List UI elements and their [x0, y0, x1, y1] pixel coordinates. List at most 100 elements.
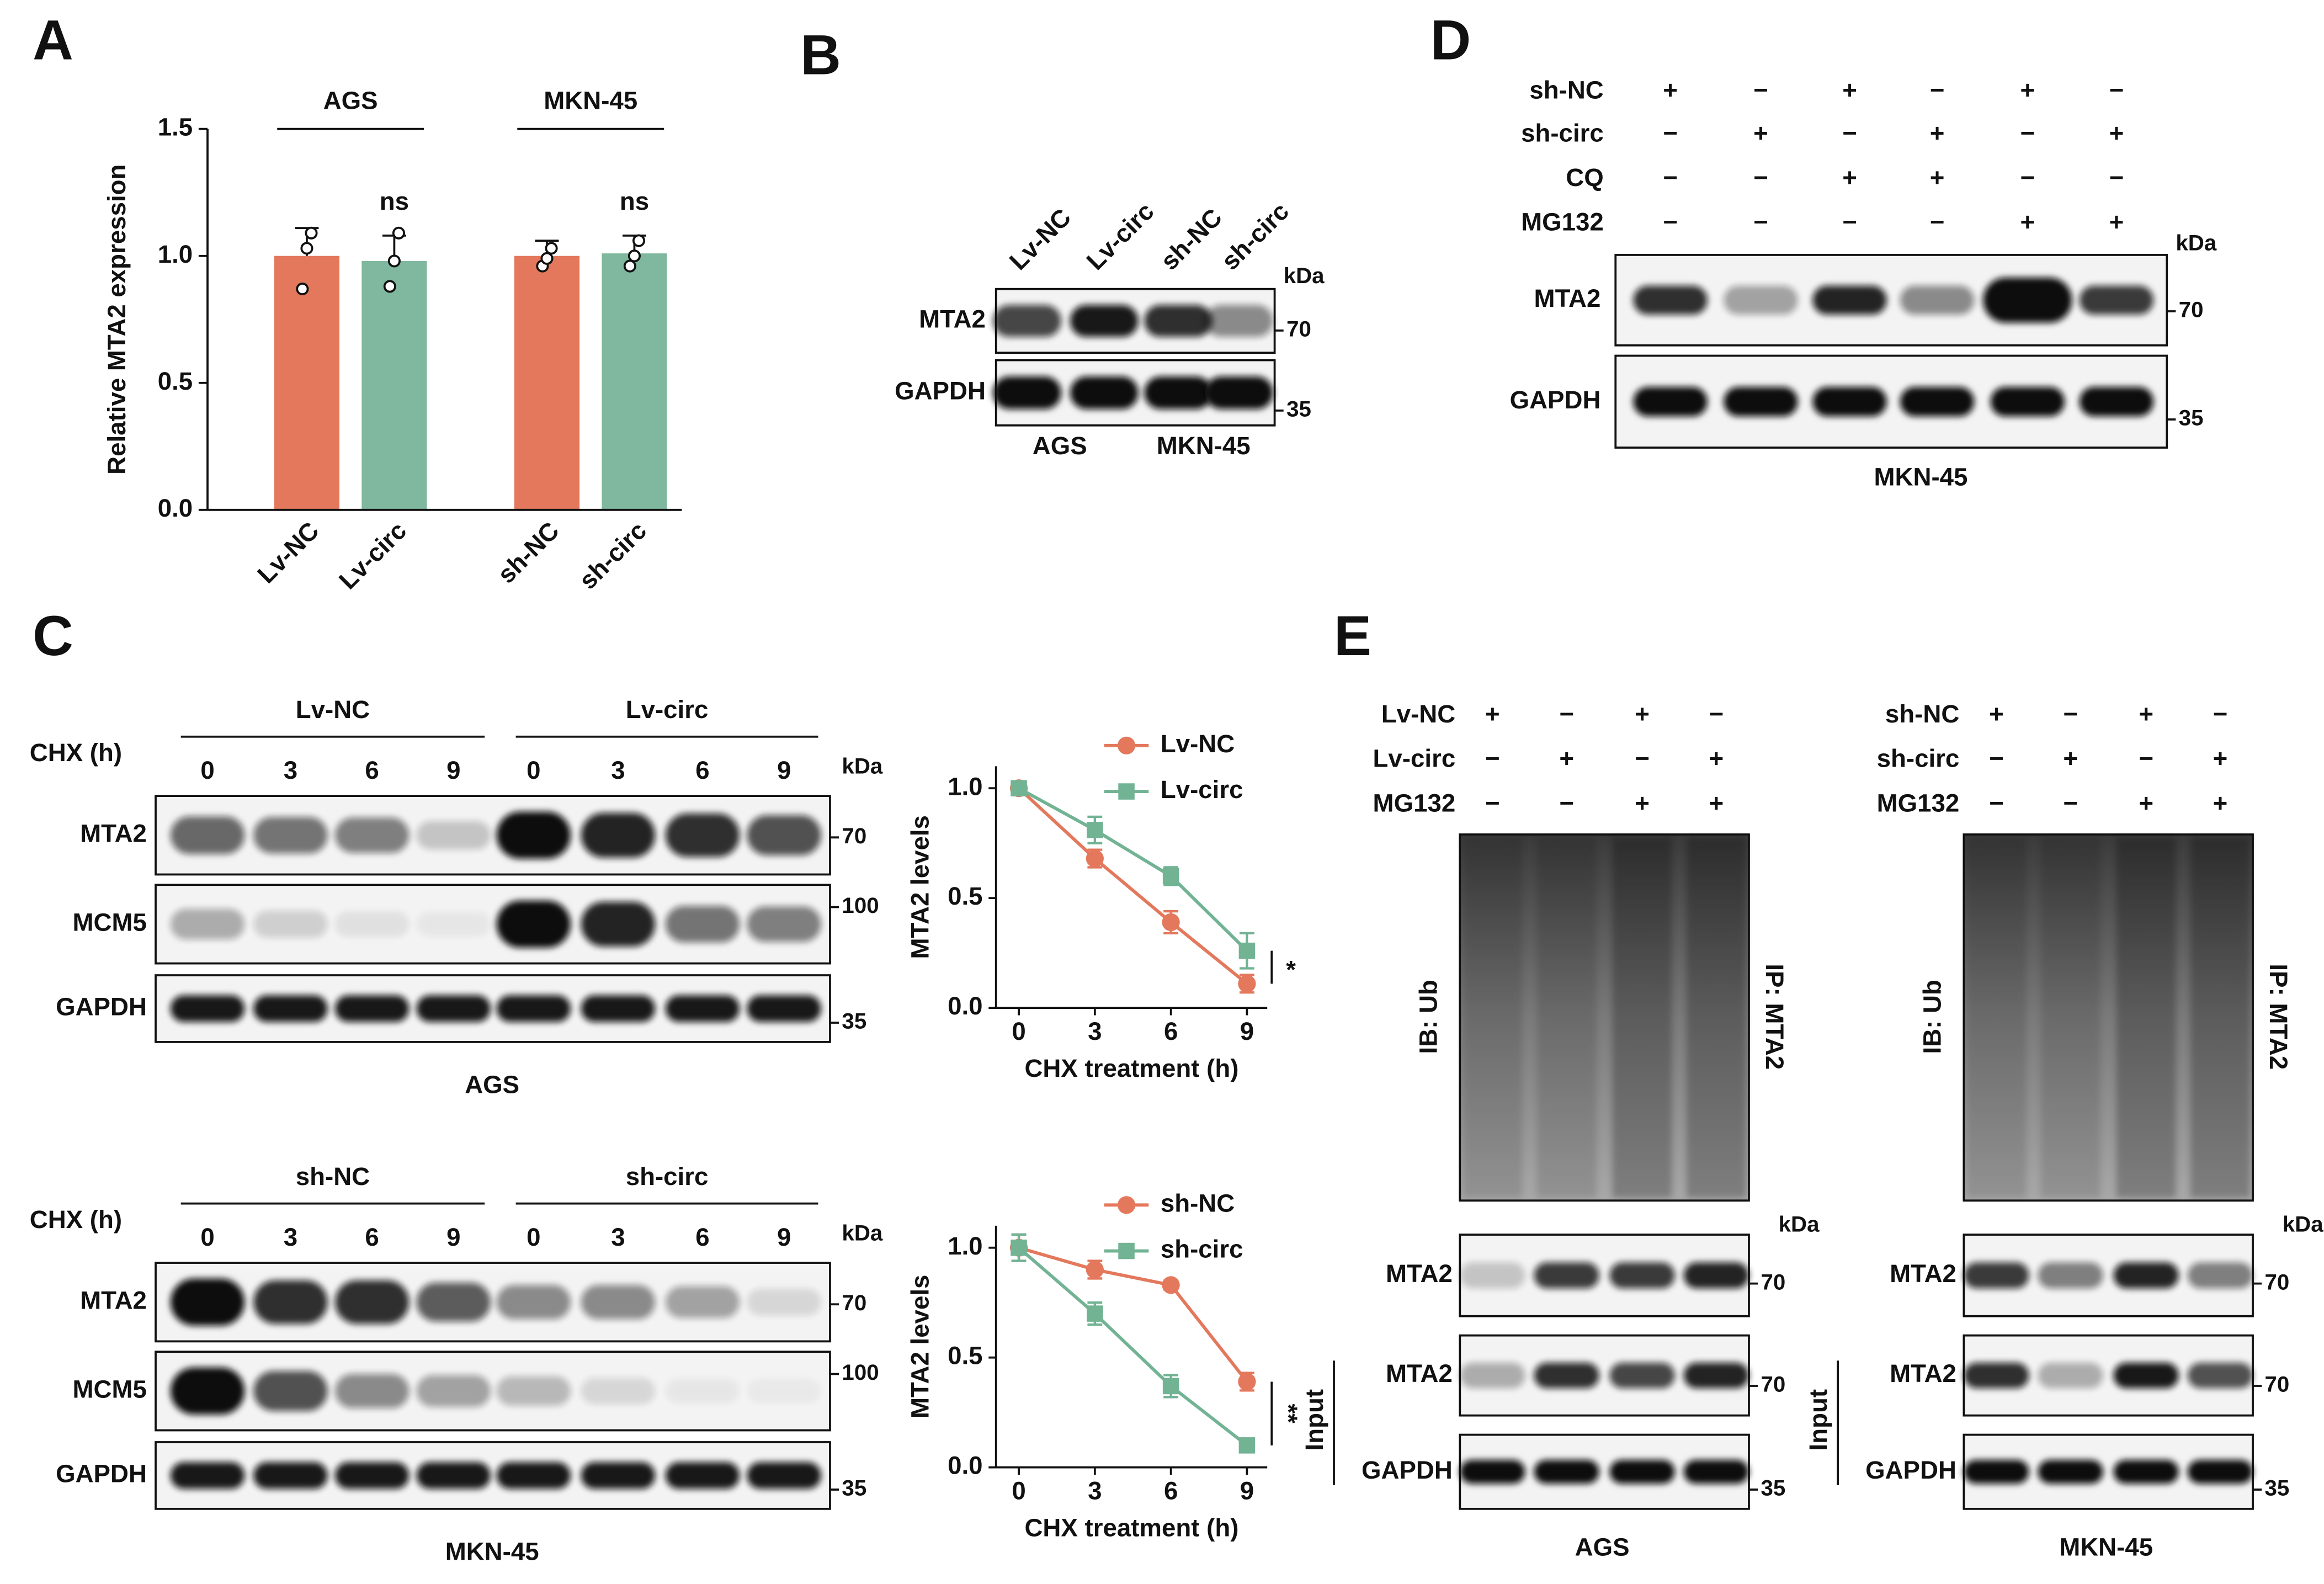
blot-band — [170, 816, 245, 854]
blot-band — [747, 995, 821, 1022]
blot-band — [416, 1462, 491, 1489]
treatment-sign: − — [1930, 76, 1945, 104]
ub-lane — [1463, 837, 1523, 1198]
y-tick-label: 0.5 — [948, 882, 982, 910]
treatment-sign: − — [2109, 76, 2124, 104]
y-tick-label: 0.0 — [948, 1452, 982, 1480]
x-tick-label: 9 — [1240, 1017, 1254, 1045]
y-tick-label: 0.0 — [158, 494, 193, 522]
blot-band — [993, 376, 1061, 410]
treatment-sign: + — [2109, 119, 2124, 147]
group-label: sh-NC — [296, 1162, 370, 1190]
blot-band — [665, 995, 740, 1022]
treatment-sign: − — [2213, 700, 2228, 728]
data-marker — [1162, 868, 1179, 885]
lane-label: 9 — [446, 756, 460, 784]
treatment-sign: + — [2139, 789, 2153, 817]
row-label: MTA2 — [1890, 1359, 1956, 1388]
treatment-sign: − — [1635, 745, 1650, 773]
blot-band — [416, 911, 491, 937]
blot-band — [581, 995, 656, 1022]
size-marker: 35 — [1761, 1476, 1785, 1501]
data-marker — [1087, 1305, 1103, 1322]
blot-band — [747, 1379, 821, 1404]
row-label: GAPDH — [1865, 1456, 1956, 1484]
blot-band — [1609, 1460, 1675, 1484]
blot-band — [1983, 277, 2072, 323]
blot-band — [1900, 387, 1975, 417]
lane-label: 3 — [284, 756, 297, 784]
blot-band — [2187, 1460, 2253, 1484]
x-tick-label: 3 — [1088, 1017, 1102, 1045]
treatment-sign: + — [2213, 789, 2228, 817]
legend-label: Lv-NC — [1161, 730, 1235, 758]
y-tick-label: 1.5 — [158, 113, 193, 141]
data-point — [632, 234, 646, 247]
y-tick-label: 1.0 — [158, 240, 193, 268]
blot-band — [253, 910, 328, 938]
lane-label: 6 — [365, 1223, 379, 1251]
blot-band — [993, 305, 1061, 337]
treatment-label: CQ — [1566, 163, 1603, 192]
blot-band — [170, 1367, 245, 1415]
x-tick-label: 0 — [1012, 1017, 1025, 1045]
treatment-sign: + — [1709, 789, 1724, 817]
blot-band — [1724, 387, 1798, 417]
treatment-label: MG132 — [1877, 789, 1960, 817]
blot-band — [581, 901, 656, 947]
panel-label: B — [800, 23, 841, 86]
treatment-sign: − — [1842, 119, 1857, 147]
ub-lane — [1536, 837, 1597, 1198]
x-axis-label: CHX treatment (h) — [1024, 1054, 1238, 1082]
blot-band — [665, 1286, 740, 1319]
treatment-sign: − — [1753, 208, 1768, 236]
blot-band — [170, 1278, 245, 1326]
blot-band — [581, 1462, 656, 1489]
treatment-sign: − — [1842, 208, 1857, 236]
treatment-sign: + — [2139, 700, 2153, 728]
treatment-sign: − — [2063, 700, 2078, 728]
ub-lane — [2190, 837, 2250, 1198]
size-marker: 70 — [2179, 297, 2204, 322]
x-tick-label: 0 — [1012, 1476, 1025, 1505]
treatment-sign: − — [2020, 163, 2035, 192]
y-axis-label: MTA2 levels — [906, 815, 934, 959]
data-marker — [1238, 1373, 1256, 1391]
blot-band — [2113, 1460, 2179, 1484]
x-tick-label: sh-NC — [492, 517, 565, 589]
size-marker: 70 — [842, 1290, 866, 1315]
blot-band — [1683, 1262, 1749, 1289]
lane-label: 3 — [284, 1223, 297, 1251]
y-tick-label: 1.0 — [948, 1232, 982, 1260]
blot-band — [334, 911, 410, 937]
legend-label: Lv-circ — [1161, 775, 1243, 804]
blot-band — [1812, 387, 1887, 417]
blot-band — [581, 1378, 656, 1405]
blot-band — [1205, 376, 1273, 410]
blot-band — [334, 1280, 410, 1324]
treatment-label: Lv-circ — [1373, 745, 1456, 773]
legend-marker — [1118, 1242, 1135, 1259]
row-label: MCM5 — [73, 908, 147, 936]
data-line — [1018, 787, 1248, 985]
data-point — [300, 242, 313, 255]
blot-band — [416, 995, 491, 1022]
blot-band — [1070, 305, 1139, 337]
blot-band — [416, 1282, 491, 1322]
blot-band — [2038, 1262, 2103, 1289]
treatment-sign: + — [1930, 119, 1945, 147]
treatment-label: sh-circ — [1877, 745, 1960, 773]
cell-label: MKN-45 — [1874, 463, 1968, 491]
treatment-sign: − — [1663, 208, 1678, 236]
cell-label: AGS — [465, 1071, 519, 1099]
lane-label: sh-circ — [1216, 197, 1294, 275]
blot-band — [1633, 285, 1708, 315]
y-axis-label: Relative MTA2 expression — [103, 164, 131, 475]
blot-band — [334, 817, 410, 853]
treatment-sign: + — [1635, 700, 1650, 728]
row-label: MTA2 — [1534, 284, 1601, 312]
x-tick-label: Lv-NC — [252, 517, 325, 589]
legend-label: sh-NC — [1161, 1189, 1235, 1217]
treatment-label: sh-NC — [1529, 76, 1603, 104]
data-marker — [1087, 822, 1103, 838]
